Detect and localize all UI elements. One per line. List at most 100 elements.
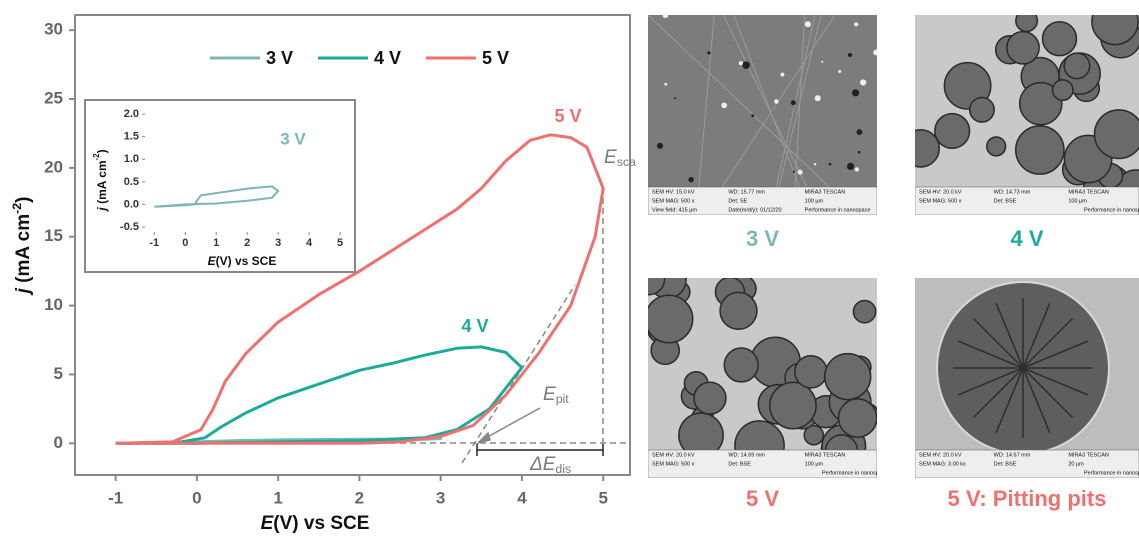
x-tick-label: 3 bbox=[275, 237, 281, 249]
pit bbox=[854, 22, 858, 26]
info-text: MIRA3 TESCAN bbox=[805, 189, 846, 195]
pit bbox=[1053, 80, 1073, 100]
symbol: E bbox=[604, 147, 617, 168]
info-text: 20 μm bbox=[1068, 461, 1084, 467]
annotation: 5 V bbox=[554, 106, 581, 126]
pit bbox=[780, 73, 784, 77]
info-text: SEM HV: 20.0 kV bbox=[919, 189, 962, 195]
y-tick-label: 5 bbox=[54, 364, 63, 383]
pit bbox=[707, 51, 710, 54]
pit bbox=[847, 163, 854, 170]
pit bbox=[664, 83, 667, 86]
pit bbox=[791, 100, 796, 105]
info-text: Det: BSE bbox=[994, 461, 1017, 467]
info-text: SEM MAG: 500 x bbox=[652, 198, 695, 204]
y-tick-label: 20 bbox=[44, 157, 63, 176]
info-text: MIRA3 TESCAN bbox=[1068, 452, 1109, 458]
symbol: ΔE bbox=[529, 454, 556, 475]
pit bbox=[838, 399, 876, 437]
label-text: (V) vs SCE bbox=[216, 254, 277, 268]
pit bbox=[674, 97, 676, 99]
pit bbox=[856, 129, 862, 135]
info-text: Det: SE bbox=[728, 198, 747, 204]
y-tick-label: 1.5 bbox=[124, 131, 139, 143]
sem-image: SEM HV: 20.0 kV WD: 14.67 mm MIRA3 TESCAN S… bbox=[915, 278, 1139, 478]
pit bbox=[1095, 110, 1139, 159]
pit bbox=[1007, 32, 1039, 64]
pit bbox=[873, 50, 879, 56]
y-tick-label: 0.5 bbox=[124, 176, 139, 188]
info-text: WD: 14.69 mm bbox=[728, 452, 765, 458]
info-text: Det: BSE bbox=[728, 461, 751, 467]
pit bbox=[739, 61, 743, 65]
sem-content: SEM HV: 20.0 kVWD: 14.69 mmMIRA3 TESCANS… bbox=[633, 261, 887, 478]
info-text: Performance in nanospace bbox=[1084, 470, 1139, 476]
sem-background bbox=[648, 15, 877, 215]
x-tick-label: 4 bbox=[306, 237, 313, 249]
info-text: WD: 15.77 mm bbox=[728, 189, 765, 195]
sem-image: SEM HV: 20.0 kVWD: 14.69 mmMIRA3 TESCANS… bbox=[633, 261, 887, 478]
pit bbox=[1064, 53, 1090, 79]
image-label: 5 V: Pitting pits bbox=[948, 486, 1107, 511]
image-label: 3 V bbox=[746, 226, 779, 251]
pit bbox=[657, 143, 663, 149]
info-text: SEM HV: 20.0 kV bbox=[919, 452, 962, 458]
annotation: Epit bbox=[543, 384, 569, 406]
info-text: SEM MAG: 500 x bbox=[652, 461, 695, 467]
x-tick-label: -1 bbox=[108, 488, 123, 507]
y-tick-label: 0.0 bbox=[124, 198, 139, 210]
info-text: 100 μm bbox=[805, 461, 824, 467]
x-tick-label: 3 bbox=[436, 488, 445, 507]
subscript: sca bbox=[617, 155, 636, 169]
legend-label: 3 V bbox=[266, 48, 293, 68]
pit bbox=[825, 354, 871, 400]
annotation: ΔEdis bbox=[529, 454, 571, 476]
label-text: ) bbox=[13, 197, 34, 203]
pit bbox=[663, 12, 669, 18]
pit bbox=[721, 103, 727, 109]
info-text: Performance in nanospace bbox=[805, 207, 871, 213]
info-text: MIRA3 TESCAN bbox=[1068, 189, 1109, 195]
pit bbox=[838, 70, 841, 73]
info-text: MIRA3 TESCAN bbox=[805, 452, 846, 458]
sem-content: SEM HV: 15.0 kV WD: 15.77 mm MIRA3 TESCAN S… bbox=[648, 12, 879, 215]
annotation: Esca bbox=[604, 147, 636, 169]
x-tick-label: 2 bbox=[244, 237, 250, 249]
info-text: View field: 415 μm bbox=[652, 207, 697, 213]
pit bbox=[853, 300, 875, 322]
pit bbox=[774, 99, 779, 104]
info-text: SEM MAG: 3.00 kx bbox=[919, 461, 966, 467]
pit bbox=[720, 292, 757, 329]
pit bbox=[645, 295, 693, 343]
x-tick-label: 5 bbox=[337, 237, 343, 249]
y-tick-label: 30 bbox=[44, 20, 63, 39]
arrow bbox=[482, 408, 540, 440]
subscript: pit bbox=[556, 392, 570, 406]
pit bbox=[751, 114, 754, 117]
pit bbox=[770, 382, 816, 428]
annotation: 4 V bbox=[461, 316, 488, 336]
pit bbox=[829, 163, 832, 166]
pit bbox=[848, 53, 852, 57]
info-text: SEM HV: 15.0 kV bbox=[652, 189, 695, 195]
pit bbox=[633, 263, 664, 294]
y-tick-label: 1.0 bbox=[124, 153, 139, 165]
y-tick-label: 0 bbox=[54, 433, 63, 452]
symbol: E bbox=[543, 384, 556, 405]
pit bbox=[902, 130, 939, 167]
pit bbox=[814, 163, 816, 165]
pit bbox=[793, 171, 795, 173]
subscript: dis bbox=[555, 462, 571, 476]
pit bbox=[858, 151, 861, 154]
pit bbox=[742, 61, 750, 69]
figure: -1012345051015202530E(V) vs SCEj (mA cm-… bbox=[0, 0, 1139, 538]
image-label: 4 V bbox=[1010, 226, 1043, 251]
x-tick-label: 0 bbox=[192, 488, 201, 507]
x-tick-label: 1 bbox=[273, 488, 282, 507]
annotation: 3 V bbox=[280, 129, 306, 148]
y-tick-label: 10 bbox=[44, 295, 63, 314]
info-text: 100 μm bbox=[1068, 198, 1087, 204]
info-text: WD: 14.67 mm bbox=[994, 452, 1031, 458]
